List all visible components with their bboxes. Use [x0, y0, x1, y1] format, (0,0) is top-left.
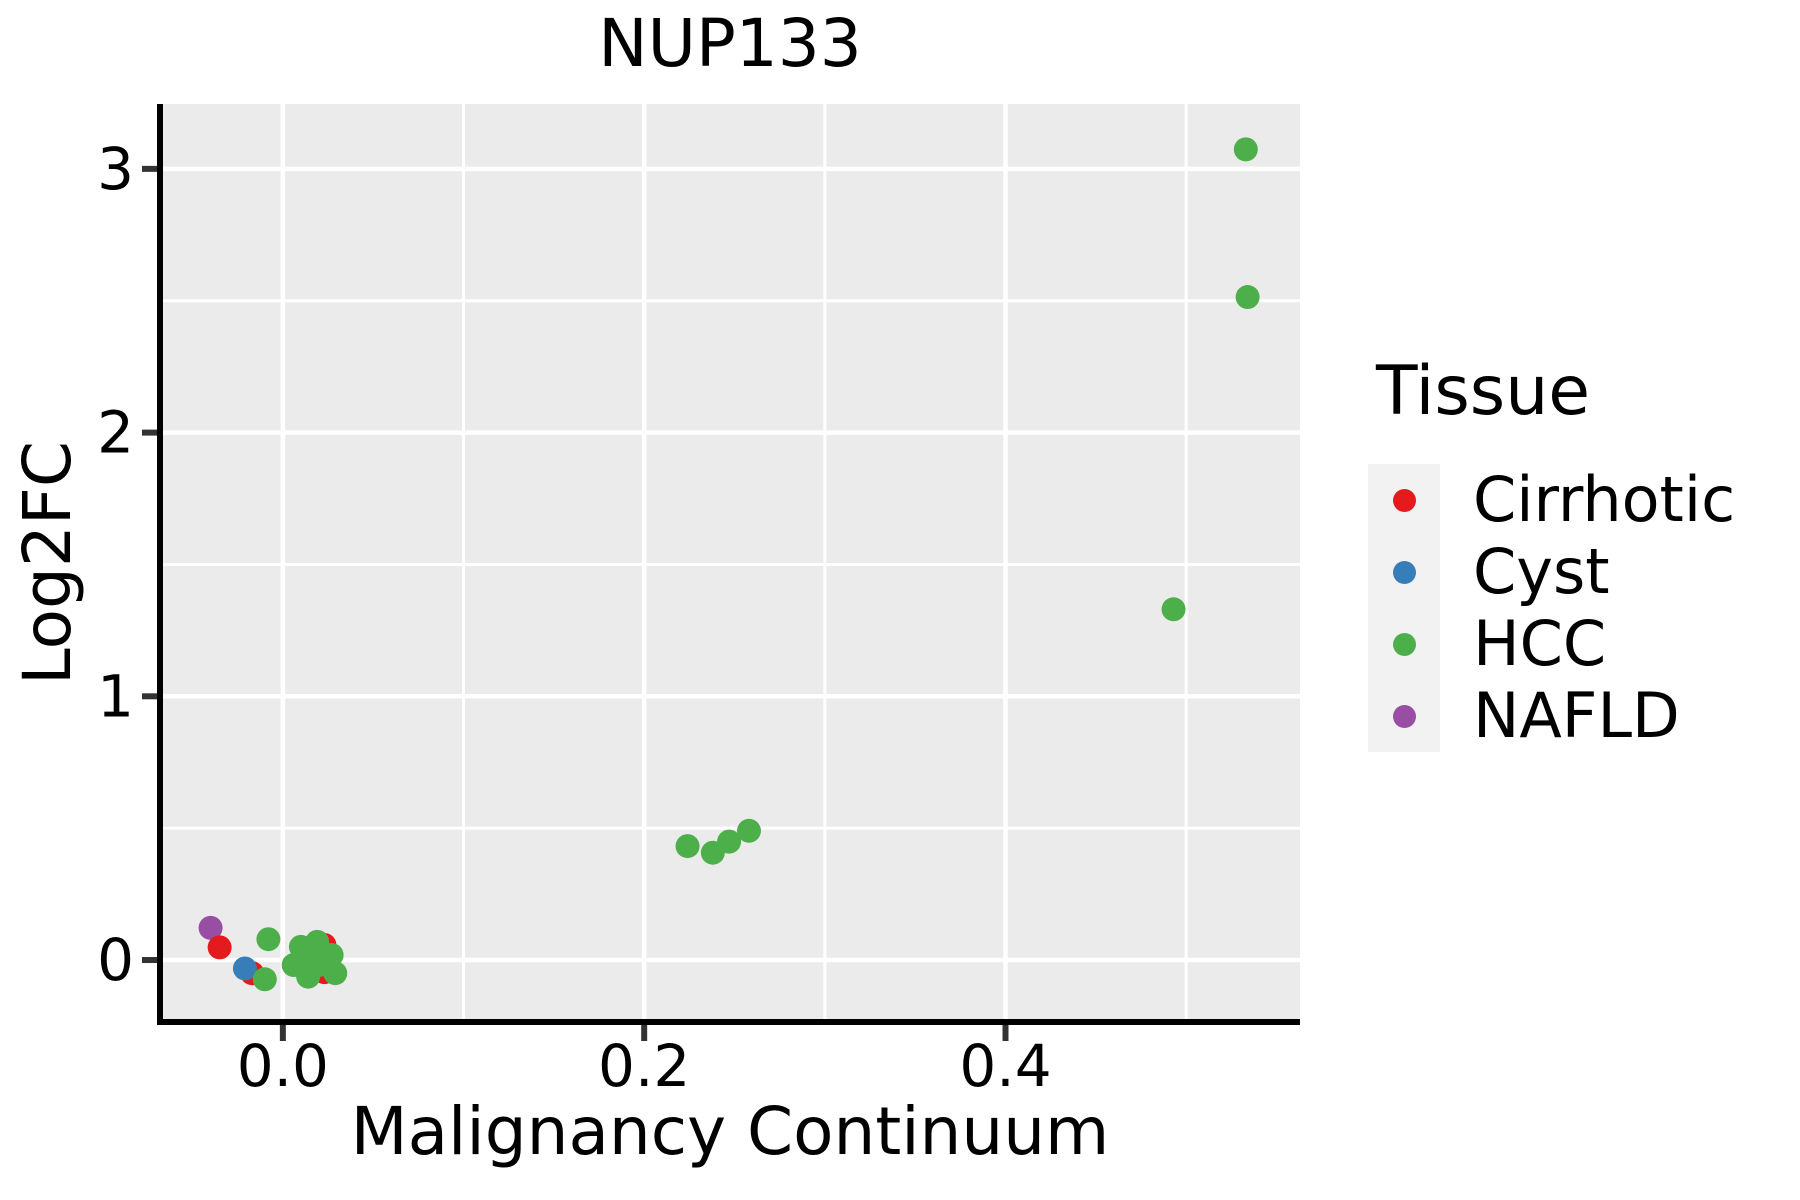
point-hcc: [736, 818, 761, 843]
point-cyst: [232, 956, 257, 981]
point-hcc: [256, 927, 281, 952]
point-cirrhotic: [207, 935, 232, 960]
point-hcc: [319, 943, 344, 968]
legend-key: [1368, 536, 1440, 608]
legend-label: Cyst: [1473, 535, 1610, 608]
legend-label: NAFLD: [1473, 679, 1680, 752]
legend-label: Cirrhotic: [1473, 463, 1736, 536]
legend-swatch-nafld: [1392, 704, 1416, 728]
y-tick-label: 3: [97, 135, 134, 203]
point-hcc: [1233, 137, 1258, 162]
legend-key: [1368, 464, 1440, 536]
point-hcc: [252, 967, 277, 992]
point-hcc: [1235, 285, 1260, 310]
x-tick-label: 0.0: [237, 1032, 329, 1100]
point-hcc: [323, 961, 348, 986]
point-hcc: [1161, 597, 1186, 622]
point-hcc: [675, 834, 700, 859]
legend-entry-cyst: Cyst: [1368, 536, 1798, 608]
point-nafld: [198, 915, 223, 940]
legend-entry-nafld: NAFLD: [1368, 680, 1798, 752]
legend-swatch-hcc: [1392, 632, 1416, 656]
legend-title: Tissue: [1376, 352, 1591, 431]
point-hcc: [717, 829, 742, 854]
chart-title: NUP133: [598, 5, 862, 82]
y-tick-label: 1: [97, 662, 134, 730]
legend-key: [1368, 608, 1440, 680]
x-tick-label: 0.4: [959, 1032, 1051, 1100]
y-axis-title: Log2FC: [9, 441, 86, 685]
legend-entry-hcc: HCC: [1368, 608, 1798, 680]
x-axis-title: Malignancy Continuum: [350, 1093, 1110, 1170]
legend-key: [1368, 680, 1440, 752]
legend: Tissue Cirrhotic Cyst HCC NAFLD: [1368, 358, 1798, 752]
y-tick-label: 0: [97, 926, 134, 994]
legend-swatch-cirrhotic: [1392, 488, 1416, 512]
legend-swatch-cyst: [1392, 560, 1416, 584]
y-tick-label: 2: [97, 399, 134, 467]
legend-label: HCC: [1473, 607, 1607, 680]
x-tick-label: 0.2: [598, 1032, 690, 1100]
legend-entry-cirrhotic: Cirrhotic: [1368, 464, 1798, 536]
legend-entries: Cirrhotic Cyst HCC NAFLD: [1368, 464, 1798, 752]
